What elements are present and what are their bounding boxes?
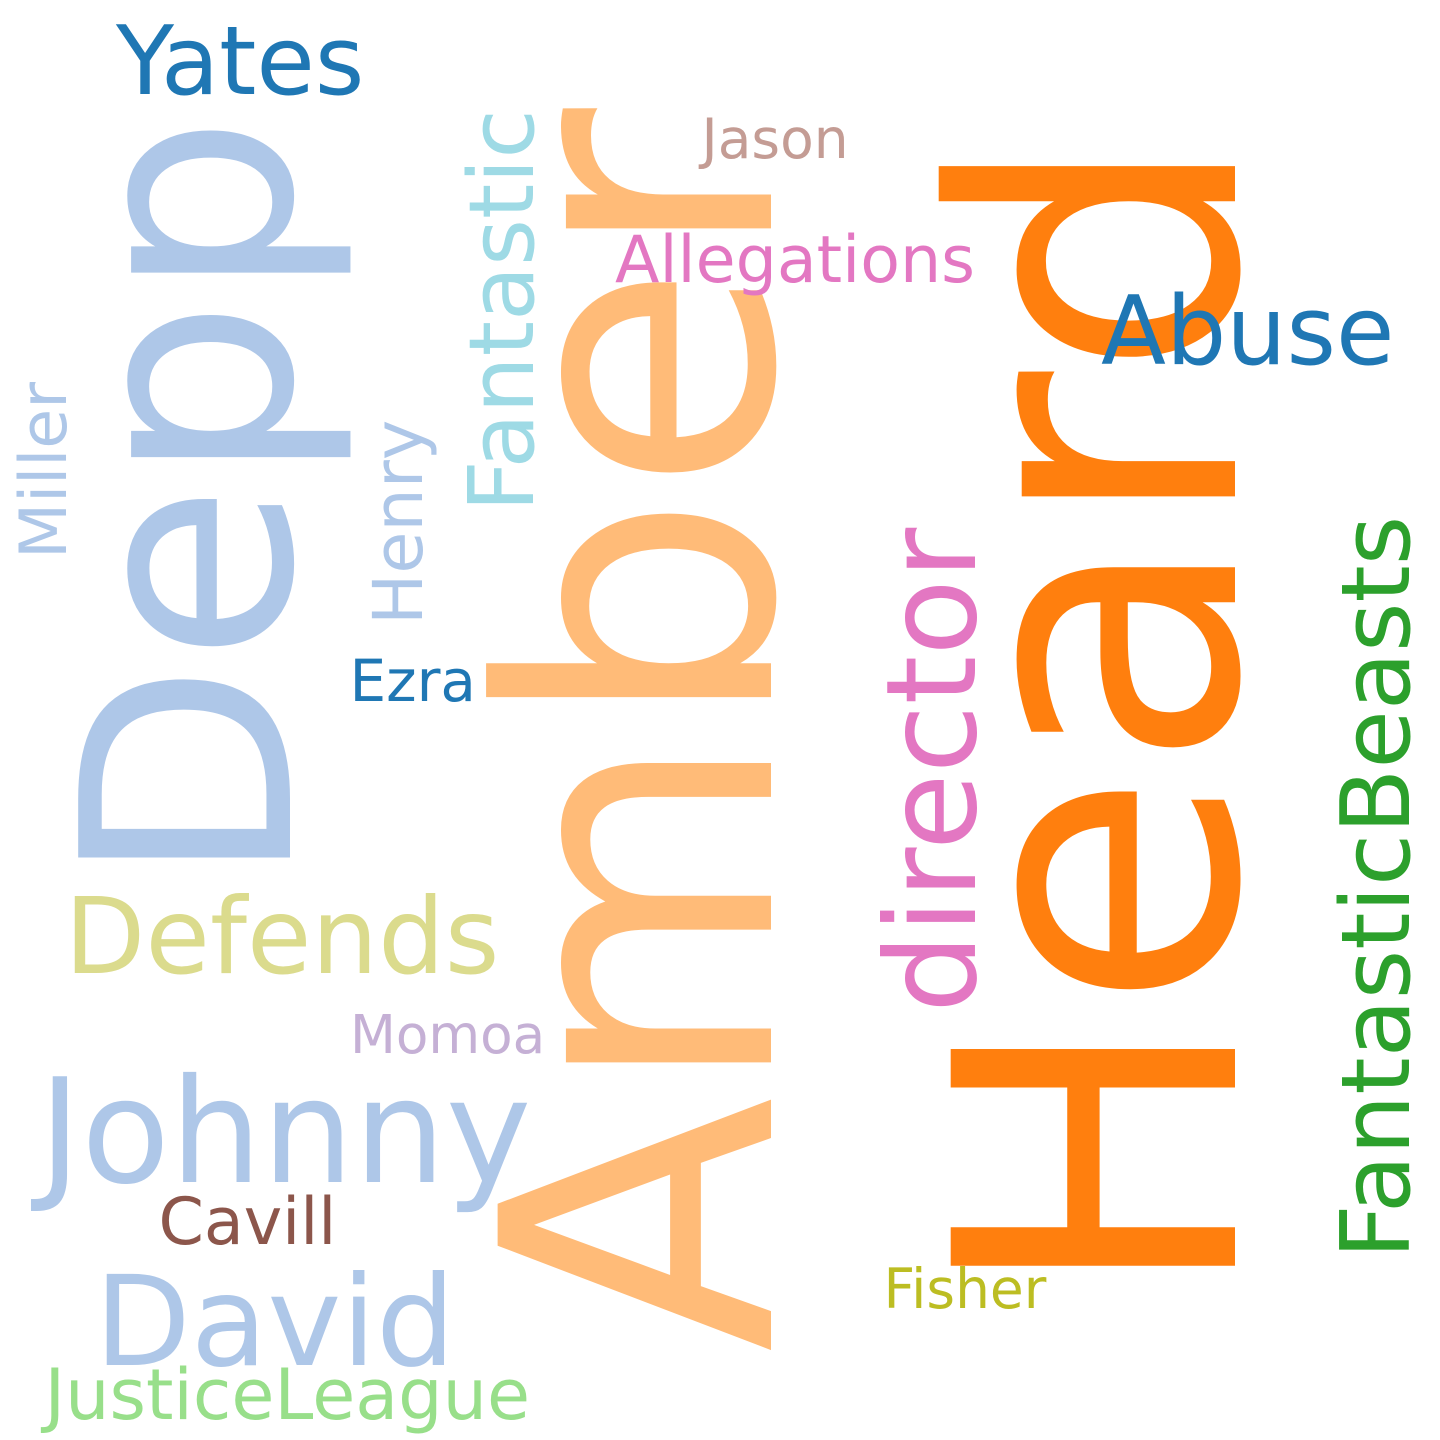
word-abuse: Abuse xyxy=(1101,277,1395,387)
word-allegations: Allegations xyxy=(615,223,976,298)
word-johnny: Johnny xyxy=(38,1048,532,1217)
word-miller: Miller xyxy=(7,381,82,559)
word-fantasticbeasts: FantasticBeasts xyxy=(1322,515,1432,1259)
word-momoa: Momoa xyxy=(350,1003,546,1066)
word-director: director xyxy=(860,527,1005,1013)
word-depp: Depp xyxy=(19,114,359,886)
word-fantastic: Fantastic xyxy=(450,108,555,512)
word-yates: Yates xyxy=(116,7,365,117)
word-cavill: Cavill xyxy=(158,1185,337,1260)
word-justiceleague: JusticeLeague xyxy=(44,1354,531,1436)
word-defends: Defends xyxy=(64,876,500,998)
word-fisher: Fisher xyxy=(883,1257,1047,1321)
word-ezra: Ezra xyxy=(349,647,476,715)
word-henry: Henry xyxy=(360,419,439,625)
word-jason: Jason xyxy=(701,107,849,171)
word-david: David xyxy=(94,1250,456,1395)
